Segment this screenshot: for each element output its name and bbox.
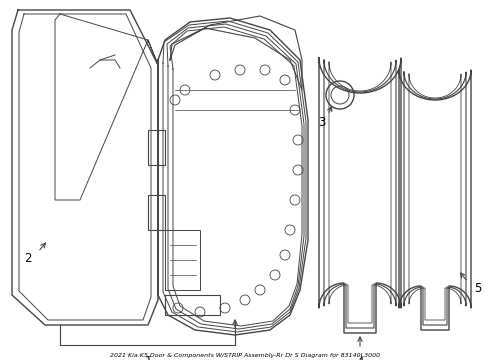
Text: 4: 4 [356,356,364,360]
Text: 1: 1 [144,355,152,360]
Text: 3: 3 [318,117,326,130]
Text: 2: 2 [24,252,32,265]
Text: 2021 Kia K5 Door & Components W/STRIP Assembly-Rr Dr S Diagram for 83140L3000: 2021 Kia K5 Door & Components W/STRIP As… [110,353,380,358]
Text: 5: 5 [474,282,481,294]
